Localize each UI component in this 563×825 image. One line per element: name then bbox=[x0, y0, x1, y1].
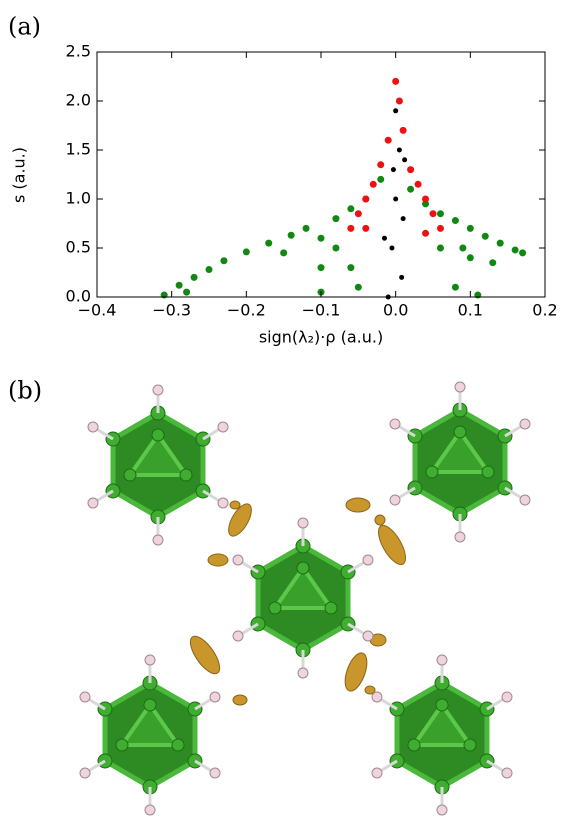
point bbox=[191, 274, 198, 281]
point bbox=[265, 240, 272, 247]
point bbox=[393, 197, 398, 202]
point bbox=[385, 137, 392, 144]
point bbox=[347, 264, 354, 271]
point bbox=[437, 225, 444, 232]
point bbox=[382, 236, 387, 241]
point bbox=[377, 161, 384, 168]
point bbox=[467, 225, 474, 232]
x-tick-label: −0.2 bbox=[227, 301, 266, 320]
point bbox=[430, 210, 437, 217]
point bbox=[347, 205, 354, 212]
point bbox=[402, 157, 407, 162]
point bbox=[318, 264, 325, 271]
point bbox=[318, 235, 325, 242]
point bbox=[362, 225, 369, 232]
point bbox=[355, 210, 362, 217]
point bbox=[389, 246, 394, 251]
point bbox=[206, 266, 213, 273]
molecule bbox=[80, 655, 220, 815]
y-tick-label: 0.0 bbox=[66, 287, 91, 306]
point bbox=[422, 230, 429, 237]
point bbox=[303, 225, 310, 232]
point bbox=[347, 225, 354, 232]
point bbox=[288, 232, 295, 239]
point bbox=[407, 166, 414, 173]
plot-frame bbox=[97, 52, 545, 297]
point bbox=[497, 240, 504, 247]
point bbox=[415, 181, 422, 188]
y-tick-label: 2.0 bbox=[66, 91, 91, 110]
y-tick-label: 0.5 bbox=[66, 238, 91, 257]
point bbox=[437, 210, 444, 217]
point bbox=[437, 245, 444, 252]
point bbox=[482, 233, 489, 240]
point bbox=[362, 196, 369, 203]
page: (a) (b) s (a.u.) sign(λ₂)·ρ (a.u.) −0.4−… bbox=[0, 0, 563, 825]
point bbox=[400, 127, 407, 134]
point bbox=[422, 196, 429, 203]
panel-label: (a) bbox=[8, 13, 41, 41]
point bbox=[243, 248, 250, 255]
point bbox=[459, 245, 466, 252]
point bbox=[392, 78, 399, 85]
point bbox=[397, 148, 402, 153]
molecule-image bbox=[80, 382, 530, 815]
point bbox=[377, 176, 384, 183]
point bbox=[512, 246, 519, 253]
molecule bbox=[390, 382, 530, 542]
point bbox=[355, 284, 362, 291]
point bbox=[396, 98, 403, 105]
x-tick-label: 0.1 bbox=[458, 301, 483, 320]
x-tick-label: −0.3 bbox=[152, 301, 191, 320]
x-axis-label: sign(λ₂)·ρ (a.u.) bbox=[259, 328, 383, 347]
panel-label: (b) bbox=[8, 377, 42, 405]
y-tick-label: 1.0 bbox=[66, 189, 91, 208]
point bbox=[467, 254, 474, 261]
x-tick-label: 0.2 bbox=[532, 301, 557, 320]
molecule bbox=[88, 385, 228, 545]
point bbox=[399, 275, 404, 280]
y-axis-label: s (a.u.) bbox=[10, 147, 29, 203]
y-tick-label: 1.5 bbox=[66, 140, 91, 159]
point bbox=[452, 284, 459, 291]
point bbox=[183, 289, 190, 296]
point bbox=[452, 217, 459, 224]
point bbox=[407, 186, 414, 193]
figure: (a) (b) s (a.u.) sign(λ₂)·ρ (a.u.) −0.4−… bbox=[0, 0, 563, 825]
point bbox=[519, 249, 526, 256]
point bbox=[332, 215, 339, 222]
molecule bbox=[233, 518, 373, 678]
molecule bbox=[372, 655, 512, 815]
point bbox=[280, 249, 287, 256]
x-tick-label: −0.1 bbox=[302, 301, 341, 320]
point bbox=[370, 181, 377, 188]
y-tick-label: 2.5 bbox=[66, 42, 91, 61]
point bbox=[220, 257, 227, 264]
x-tick-label: 0.0 bbox=[383, 301, 408, 320]
point bbox=[393, 108, 398, 113]
point bbox=[489, 259, 496, 266]
point bbox=[176, 282, 183, 289]
point bbox=[391, 167, 396, 172]
point bbox=[332, 245, 339, 252]
point bbox=[401, 216, 406, 221]
